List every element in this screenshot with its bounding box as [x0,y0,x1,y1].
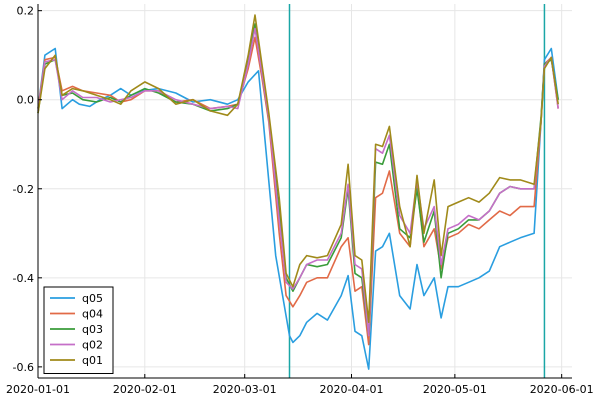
legend-label-q03: q03 [82,323,103,336]
legend-label-q01: q01 [82,354,103,367]
y-tick-label: -0.6 [13,361,34,374]
legend-label-q05: q05 [82,292,103,305]
grid-lines [37,4,572,378]
y-tick-label: -0.2 [13,183,34,196]
series-line-q05 [37,47,559,370]
y-tick-label: -0.4 [13,272,34,285]
axes [37,4,572,379]
x-tick-label: 2020-01-01 [6,383,70,396]
x-tick-label: 2020-06-01 [530,383,594,396]
legend-label-q04: q04 [82,308,103,321]
x-tick-label: 2020-04-01 [320,383,384,396]
y-tick-label: 0.2 [17,5,35,18]
series-line-q04 [37,36,559,346]
legend: q05 q04 q03 q02 q01 [43,286,114,374]
legend-label-q02: q02 [82,339,103,352]
y-tick-label: 0.0 [17,94,35,107]
series-line-q02 [37,27,559,337]
x-tick-label: 2020-05-01 [423,383,487,396]
series-line-q01 [37,14,559,324]
series-lines [37,14,559,370]
legend-box [43,286,114,374]
tick-labels: 0.2 0.0 -0.2 -0.4 -0.6 2020-01-01 2020-02-01 20… [6,5,594,396]
x-tick-label: 2020-02-01 [113,383,177,396]
x-tick-label: 2020-03-01 [213,383,277,396]
